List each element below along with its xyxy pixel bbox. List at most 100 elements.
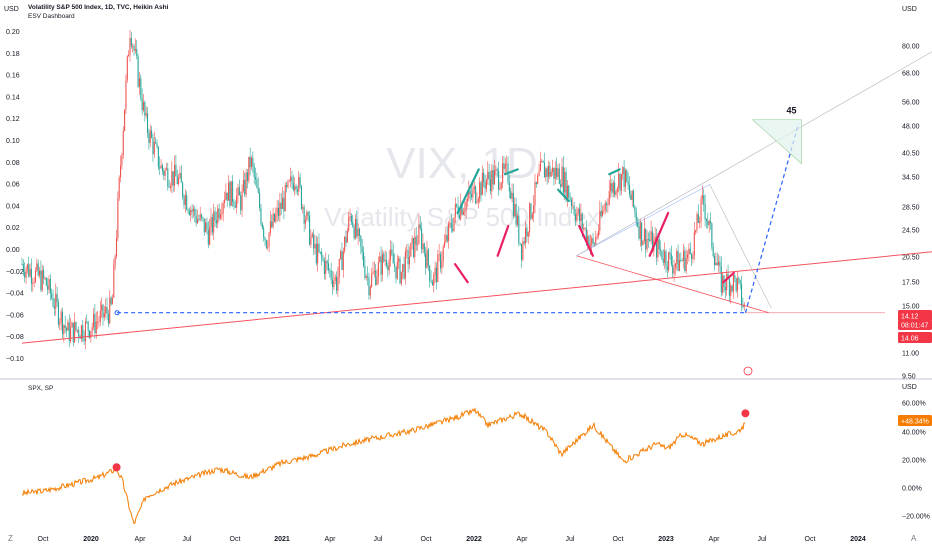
vix-candle-body [367, 276, 369, 278]
right-tick-label: 68.00 [902, 71, 920, 78]
vix-candle-body [194, 208, 196, 216]
vix-candle-body [287, 180, 289, 187]
vix-candle-body [74, 322, 76, 343]
vix-candle-body [561, 166, 563, 187]
vix-candle-body [249, 156, 251, 168]
vix-candle-body [179, 172, 181, 178]
vix-candle-body [229, 182, 231, 206]
vix-candle-body [595, 237, 597, 245]
vix-candle-body [587, 236, 589, 244]
vix-candle-body [261, 223, 263, 229]
vix-candle-body [327, 263, 329, 271]
vix-candle-body [265, 240, 267, 248]
vix-candle-body [40, 270, 42, 291]
vix-candle-body [734, 275, 736, 279]
vix-candle-body [670, 254, 672, 265]
left-tick-label: 0.08 [6, 160, 20, 167]
vix-candle-body [411, 238, 413, 244]
vix-candle-body [357, 228, 359, 237]
vix-candle-body [24, 271, 26, 278]
vix-candle-body [80, 325, 82, 339]
vix-candle-body [500, 183, 502, 189]
vix-candle-body [738, 278, 740, 281]
vix-candle-body [242, 180, 244, 192]
vix-candle-body [56, 293, 58, 303]
highlight-segment [648, 211, 670, 257]
vix-candle-body [412, 238, 415, 257]
vix-candle-body [356, 219, 358, 237]
vix-candle-body [349, 216, 351, 217]
x-tick-label: Oct [38, 536, 49, 543]
vix-candle-body [202, 217, 204, 219]
highlight-segment [453, 263, 469, 284]
vix-candle-body [709, 220, 712, 224]
vix-candle-body [199, 214, 201, 220]
vix-candle-body [488, 171, 490, 180]
vix-candle-body [465, 201, 467, 211]
vix-candle-body [705, 219, 707, 222]
vix-candle-body [693, 231, 695, 256]
vix-candle-body [192, 208, 194, 212]
left-tick-label: −0.02 [6, 269, 24, 276]
vix-candle-body [731, 285, 733, 292]
vix-candle-body [566, 185, 568, 200]
vix-candle-body [623, 166, 625, 187]
vix-candle-body [313, 233, 315, 249]
vix-candle-body [68, 322, 70, 342]
vix-candle-body [303, 207, 305, 224]
vix-candle-body [550, 172, 552, 177]
vix-candle-body [132, 46, 134, 47]
vix-candle-body [306, 212, 308, 220]
vix-candle-body [403, 264, 405, 279]
vix-candle-body [250, 157, 253, 168]
vix-candle-body [499, 188, 501, 190]
vix-candle-body [302, 207, 304, 209]
x-tick-label: Oct [805, 536, 816, 543]
vix-candle-body [662, 258, 664, 263]
vix-candle-body [369, 286, 371, 296]
vix-candle-body [151, 130, 153, 138]
x-tick-label: Jul [183, 536, 192, 543]
vix-candle-body [134, 49, 136, 51]
auto-scale-corner-right[interactable]: A [911, 534, 917, 543]
channel-close [709, 184, 772, 309]
vix-candle-body [479, 182, 481, 199]
vix-candle-body [205, 222, 207, 233]
spx-marker-peak [112, 463, 121, 472]
vix-candle-body [298, 177, 300, 192]
vix-candle-body [136, 49, 138, 57]
left-tick-label: 0.04 [6, 203, 20, 210]
vix-candle-body [655, 236, 658, 258]
spx-percent-label: +48.34% [901, 418, 929, 425]
spx-tick-label: 60.00% [902, 401, 926, 408]
right-tick-label: 20.50 [902, 255, 920, 262]
vix-candle-body [475, 186, 477, 204]
vix-candle-body [105, 307, 107, 314]
projection-line [744, 123, 800, 313]
vix-candle-body [618, 173, 620, 189]
highlight-segment [578, 224, 594, 257]
vix-candle-body [512, 192, 514, 217]
vix-candle-body [45, 277, 47, 286]
vix-candle-body [368, 277, 370, 296]
vix-candle-body [29, 268, 31, 277]
vix-candle-body [435, 267, 437, 283]
vix-candle-body [331, 279, 334, 287]
highlight-segment [557, 188, 570, 203]
pane-divider[interactable] [0, 378, 932, 380]
vix-candle-body [174, 164, 176, 186]
vix-candle-body [442, 247, 444, 261]
vix-candle-body [233, 202, 235, 206]
vix-candle-body [207, 229, 209, 245]
vix-candle-body [724, 287, 726, 291]
vix-candle-body [657, 239, 659, 258]
vix-candle-body [508, 182, 510, 192]
vix-candle-body [476, 202, 478, 204]
vix-candle-body [610, 183, 612, 191]
vix-candle-body [426, 249, 428, 269]
x-tick-label: Jul [374, 536, 383, 543]
vix-candle-body [485, 179, 487, 189]
vix-candle-body [206, 222, 208, 230]
timezone-corner-left[interactable]: Z [8, 534, 13, 543]
